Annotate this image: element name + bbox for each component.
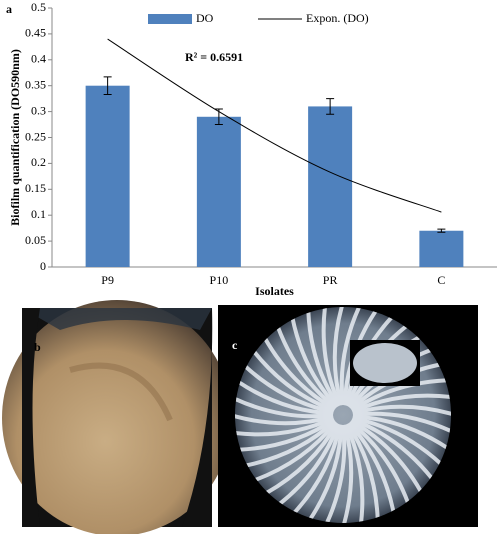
- x-tick-label: PR: [323, 273, 338, 287]
- streak: [235, 396, 334, 419]
- y-tick-label: 0.05: [25, 233, 46, 247]
- streak: [235, 413, 334, 426]
- streak: [251, 349, 335, 413]
- streak: [341, 424, 354, 523]
- streak: [332, 307, 345, 406]
- y-tick-label: 0.45: [25, 26, 46, 40]
- bar: [308, 106, 353, 267]
- y-tick-label: 0.4: [31, 52, 46, 66]
- streak: [351, 393, 451, 414]
- bar: [419, 230, 464, 267]
- streak: [348, 420, 411, 505]
- bar: [196, 116, 241, 267]
- streak: [308, 424, 344, 521]
- streak: [352, 416, 443, 466]
- streak: [235, 416, 335, 437]
- streak: [262, 336, 336, 411]
- y-tick-label: 0.25: [25, 129, 46, 143]
- streak: [352, 411, 451, 434]
- streak: [351, 417, 435, 481]
- streak: [277, 423, 341, 507]
- annotation: R² = 0.6591: [185, 50, 243, 64]
- photo-b: [2, 300, 232, 536]
- streak: [344, 423, 365, 523]
- y-axis-label: Biofilm quantification (DO590nm): [8, 49, 22, 226]
- streak: [264, 422, 339, 496]
- panel-label: b: [34, 340, 41, 354]
- panel-label: a: [6, 2, 12, 16]
- streak: [350, 378, 448, 413]
- y-tick-label: 0.35: [25, 77, 46, 91]
- streak: [238, 417, 336, 452]
- streak: [352, 404, 451, 417]
- error-bar: [437, 228, 446, 233]
- streak: [347, 421, 396, 514]
- x-tick-label: P9: [101, 273, 114, 287]
- streak: [350, 419, 424, 494]
- legend-label: Expon. (DO): [306, 11, 369, 25]
- streak: [324, 424, 347, 523]
- streak: [253, 420, 338, 483]
- error-bar: [326, 98, 335, 115]
- chart: 0 0.05 0.1 0.15 0.2 0.25 0.3 0.35 0.4 0.45 0.5 Biof…: [8, 0, 497, 298]
- y-tick-label: 0.2: [31, 155, 46, 169]
- streak: [237, 380, 334, 416]
- streak: [275, 325, 338, 410]
- bar: [85, 85, 130, 267]
- streak: [306, 310, 341, 408]
- streak: [352, 414, 449, 450]
- streak: [292, 424, 342, 515]
- trend-line: [107, 38, 442, 213]
- legend-label: DO: [196, 11, 214, 25]
- y-tick-label: 0.5: [31, 0, 46, 14]
- y-tick-label: 0.15: [25, 181, 46, 195]
- legend-swatch: [148, 14, 192, 24]
- y-tick-label: 0.3: [31, 103, 46, 117]
- streak: [339, 307, 362, 406]
- panel-label: c: [232, 338, 238, 352]
- streak: [243, 364, 334, 414]
- y-tick-label: 0: [40, 259, 46, 273]
- streak: [345, 422, 380, 520]
- error-bar: [103, 76, 112, 96]
- x-tick-label: C: [437, 273, 445, 287]
- y-tick-label: 0.1: [31, 207, 46, 221]
- x-axis-label: Isolates: [255, 284, 294, 298]
- streak: [321, 307, 342, 407]
- x-tick-label: P10: [210, 273, 229, 287]
- streak: [290, 316, 339, 409]
- photo-c: [218, 305, 478, 527]
- streak: [244, 419, 337, 468]
